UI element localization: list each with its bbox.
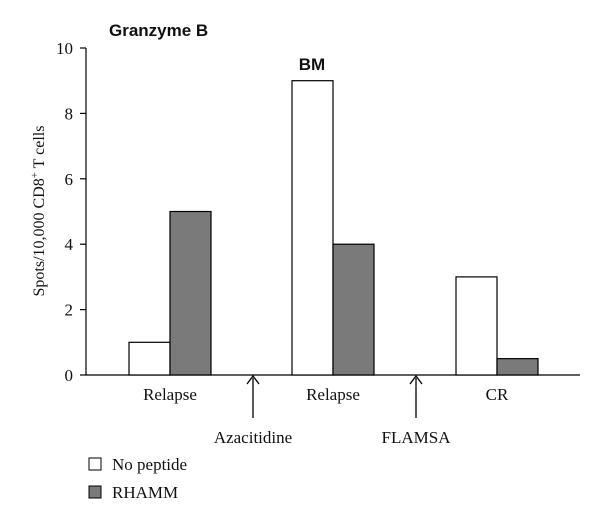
bar-rhamm-1: [169, 210, 212, 376]
legend-item-no-peptide: No peptide: [88, 455, 187, 474]
legend-swatch-rhamm: [88, 485, 102, 499]
y-tick-label: 4: [65, 235, 74, 254]
category-label: CR: [486, 385, 509, 404]
y-tick-label: 6: [65, 170, 74, 189]
y-axis-label-sup: +: [29, 172, 41, 178]
treatment-arrows: [246, 374, 423, 418]
azacitidine-arrow: [246, 374, 260, 418]
y-tick-label: 8: [65, 104, 74, 123]
bars: [128, 80, 539, 376]
category-label: Relapse: [143, 385, 197, 404]
y-tick-label: 2: [65, 301, 74, 320]
bar-no-peptide-3: [455, 276, 498, 376]
y-axis-label-main: Spots/10,000 CD8: [31, 178, 48, 296]
chart-title: Granzyme B: [109, 21, 208, 40]
y-axis-label-end: T cells: [31, 126, 48, 173]
treatment-label-flamsa: FLAMSA: [382, 428, 452, 447]
legend-item-rhamm: RHAMM: [88, 483, 178, 502]
legend-label-no-peptide: No peptide: [112, 455, 187, 474]
legend-swatch-no-peptide: [88, 457, 102, 471]
y-tick-label: 0: [65, 366, 74, 385]
y-axis: 0 2 4 6 8 10: [56, 39, 87, 385]
y-axis-label: Spots/10,000 CD8+ T cells: [29, 126, 48, 297]
bar-no-peptide-2: [291, 80, 334, 376]
bar-rhamm-2: [332, 243, 375, 376]
bm-annotation: BM: [299, 55, 325, 74]
category-label: Relapse: [306, 385, 360, 404]
bar-rhamm-3: [496, 358, 539, 376]
treatment-label-azacitidine: Azacitidine: [214, 428, 292, 447]
category-labels: Relapse Relapse CR: [143, 385, 509, 404]
y-tick-label: 10: [56, 39, 73, 58]
legend-label-rhamm: RHAMM: [112, 483, 178, 502]
flamsa-arrow: [409, 374, 423, 418]
legend: No peptide RHAMM: [88, 455, 187, 502]
bar-no-peptide-1: [128, 341, 171, 376]
